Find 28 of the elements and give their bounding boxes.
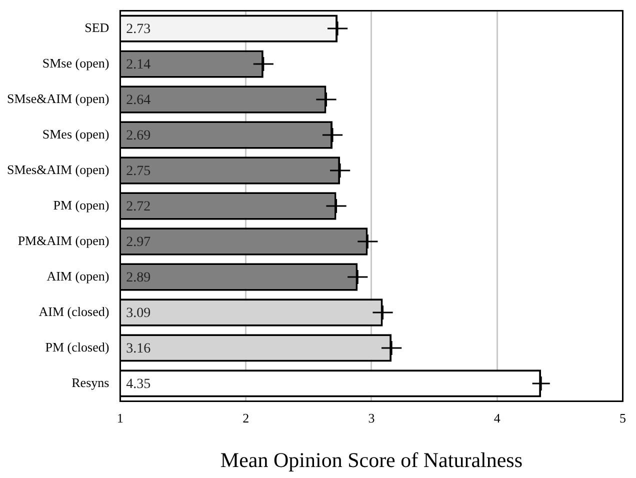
y-tick-label: PM (open) — [53, 197, 110, 212]
y-tick-label: PM (closed) — [45, 339, 110, 354]
x-tick-label: 2 — [242, 410, 250, 426]
y-tick-label: SMse&AIM (open) — [6, 90, 110, 106]
data-label: 2.69 — [126, 128, 151, 144]
y-tick-label: Resyns — [72, 374, 110, 390]
data-label: 2.64 — [126, 93, 151, 108]
data-label: 4.35 — [126, 377, 151, 392]
x-tick-label: 5 — [620, 410, 626, 426]
x-tick-label: 4 — [494, 410, 501, 426]
y-tick-label: AIM (open) — [46, 268, 110, 284]
data-label: 2.97 — [126, 235, 151, 250]
y-tick-label: PM&AIM (open) — [18, 232, 110, 248]
y-tick-label: SMse (open) — [42, 55, 110, 70]
y-tick-label: SED — [84, 20, 110, 35]
y-tick-label: SMes (open) — [42, 126, 110, 142]
data-label: 3.09 — [126, 306, 151, 322]
y-tick-label: AIM (closed) — [38, 304, 110, 319]
data-label: 2.89 — [126, 270, 151, 286]
y-tick-label: SMes&AIM (open) — [6, 162, 110, 177]
x-tick-label: 3 — [368, 410, 375, 426]
x-axis-title: Mean Opinion Score of Naturalness — [220, 448, 523, 472]
data-label: 2.14 — [126, 58, 151, 73]
data-label: 2.73 — [126, 22, 151, 38]
data-label: 3.16 — [126, 342, 151, 357]
data-label: 2.72 — [126, 200, 151, 215]
data-label: 2.75 — [126, 164, 151, 180]
x-tick-label: 1 — [116, 410, 124, 426]
